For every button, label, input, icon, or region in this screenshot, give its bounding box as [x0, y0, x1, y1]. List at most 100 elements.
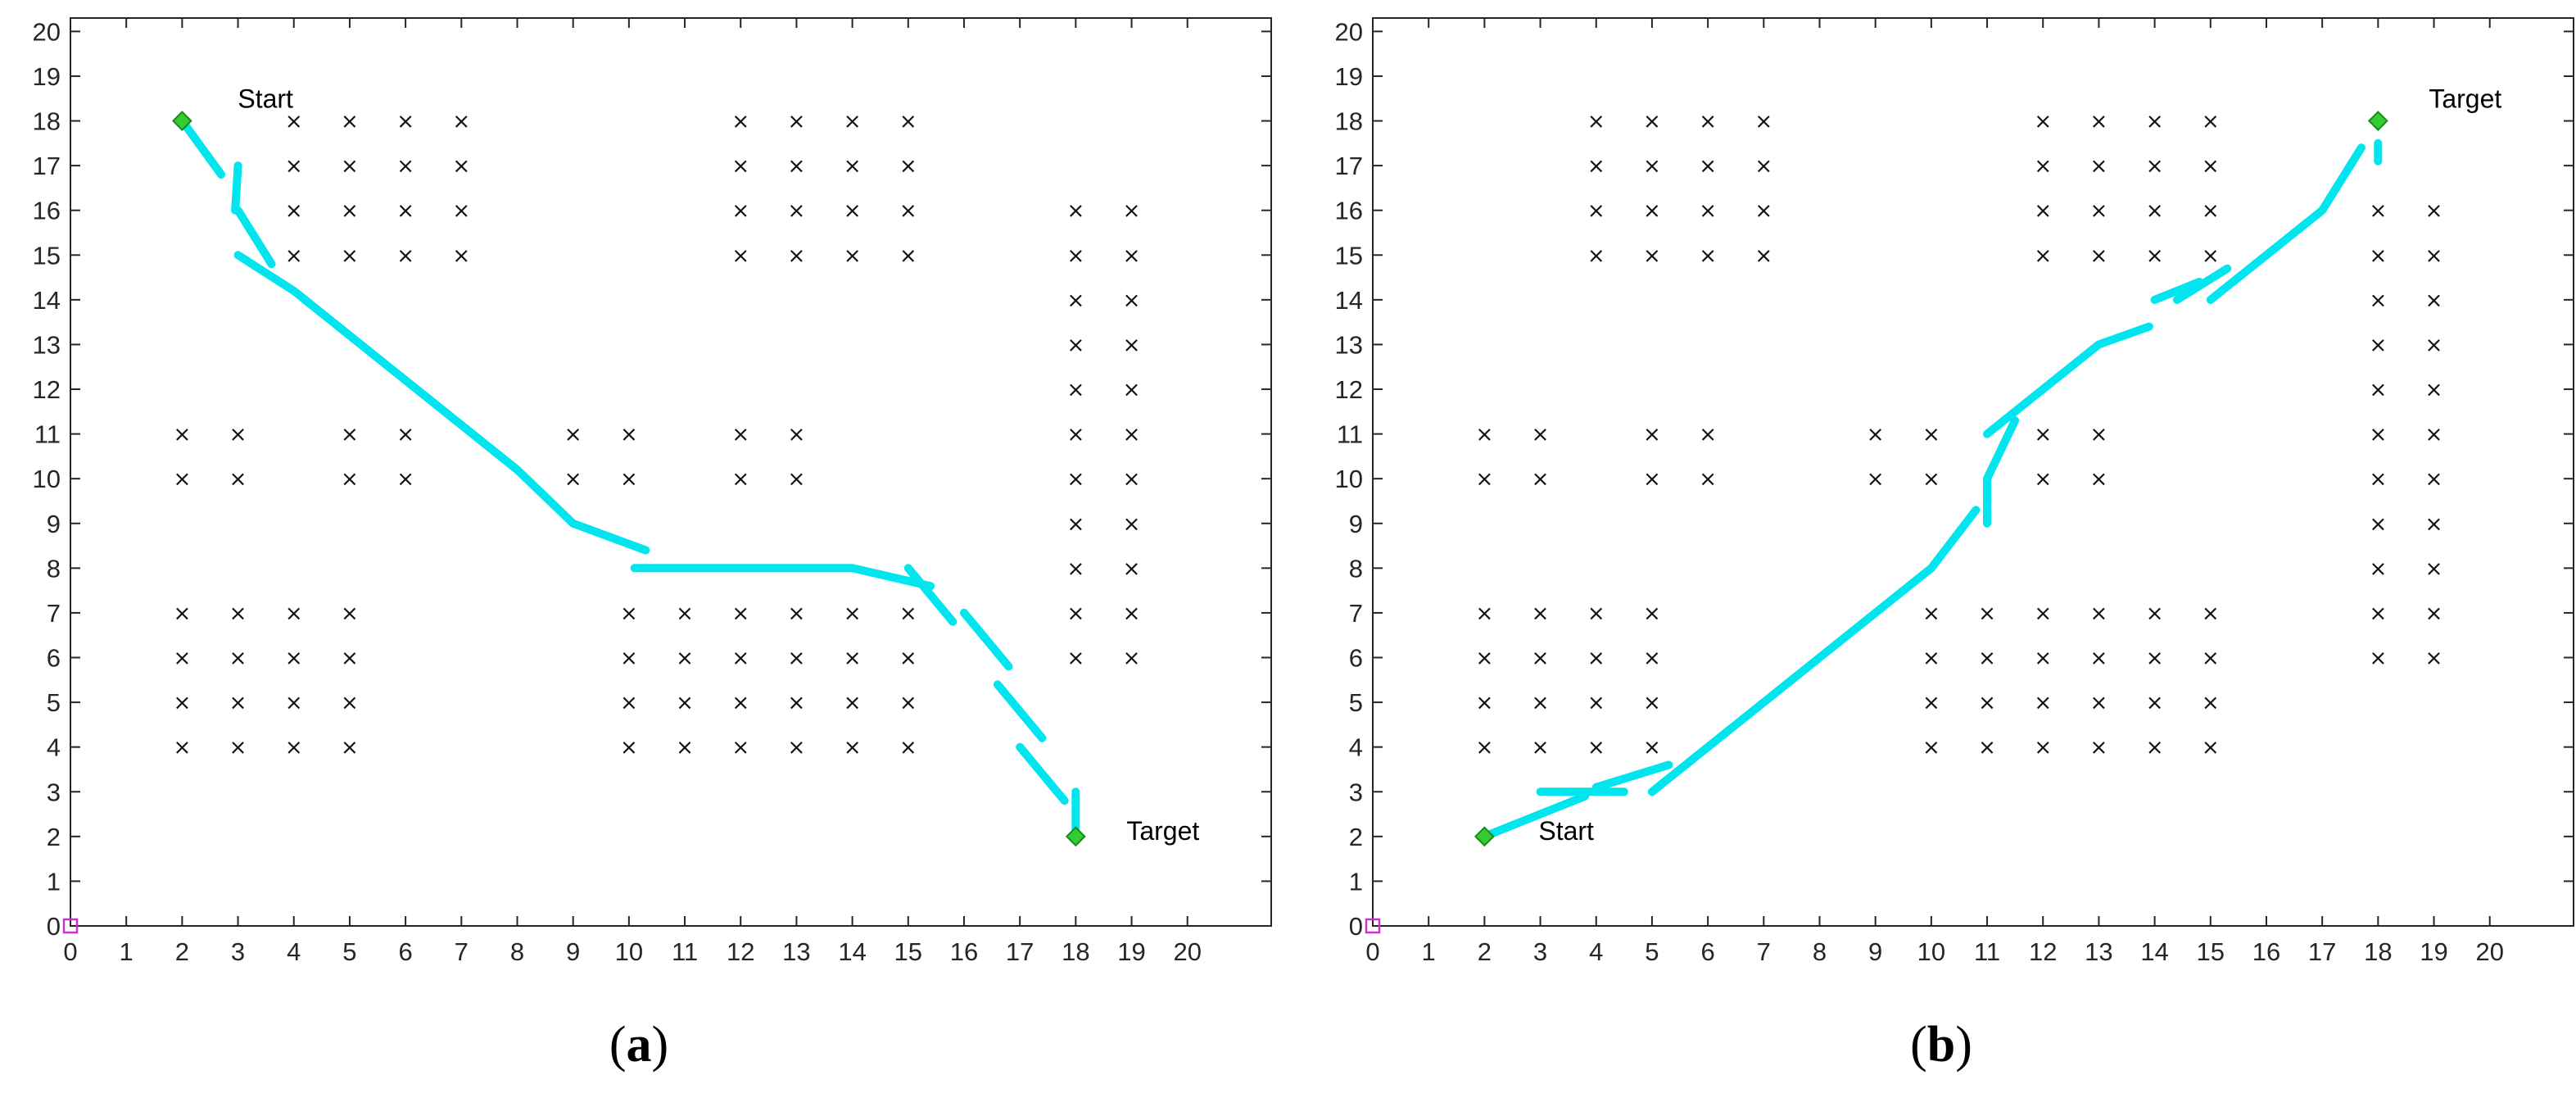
x-tick-label: 19	[2420, 937, 2447, 966]
path-segment	[630, 564, 935, 591]
obstacle-point: ×	[341, 647, 359, 671]
y-tick-label: 18	[33, 107, 61, 136]
obstacle-point: ×	[285, 601, 303, 626]
obstacle-point: ×	[676, 736, 694, 760]
obstacle-point: ×	[2034, 601, 2052, 626]
y-tick-label: 5	[1349, 688, 1363, 717]
x-tick-label: 15	[2197, 937, 2225, 966]
obstacle-point: ×	[1123, 288, 1141, 313]
x-tick-label: 4	[1589, 937, 1603, 966]
obstacle-point: ×	[731, 199, 749, 224]
chart-panel-a: 0 1 2 3 4 5 6 7 8 9 10 11 12 13 14 15 16 17 18 19 20 0 1 2 3 4 5 6 7…	[0, 0, 1278, 1098]
obstacle-point: ×	[2425, 378, 2443, 402]
obstacle-point: ×	[899, 243, 917, 268]
chart-b-plot: 0 1 2 3 4 5 6 7 8 9 10 11 12 13 14 15 16 17 18 19 2001234567…	[1335, 17, 2574, 966]
x-tick-label: 2	[175, 937, 189, 966]
obstacle-point: ×	[341, 110, 359, 134]
obstacle-point: ×	[2146, 110, 2164, 134]
obstacle-point: ×	[229, 691, 247, 715]
obstacle-point: ×	[899, 647, 917, 671]
obstacle-point: ×	[2090, 110, 2108, 134]
plot-frame	[1372, 17, 2574, 927]
obstacle-point: ×	[1754, 154, 1772, 179]
obstacle-point: ×	[2202, 601, 2220, 626]
obstacle-point: ×	[899, 691, 917, 715]
obstacle-point: ×	[452, 199, 470, 224]
obstacle-point: ×	[2146, 736, 2164, 760]
y-tick-label: 11	[1337, 420, 1363, 449]
x-tick-label: 8	[510, 937, 524, 966]
obstacle-point: ×	[1123, 199, 1141, 224]
obstacle-point: ×	[1475, 601, 1493, 626]
obstacle-point: ×	[1475, 691, 1493, 715]
obstacle-point: ×	[1123, 378, 1141, 402]
obstacle-point: ×	[2146, 691, 2164, 715]
obstacle-point: ×	[2369, 601, 2387, 626]
obstacle-point: ×	[844, 647, 862, 671]
obstacle-point: ×	[2425, 512, 2443, 537]
path-segment	[2150, 278, 2204, 304]
obstacle-point: ×	[452, 154, 470, 179]
obstacle-point: ×	[788, 243, 806, 268]
y-tick-label: 11	[34, 420, 61, 449]
obstacle-point: ×	[173, 423, 191, 447]
obstacle-point: ×	[620, 467, 638, 492]
x-tick-label: 13	[782, 937, 810, 966]
x-tick-label: 20	[2475, 937, 2503, 966]
obstacle-point: ×	[1643, 110, 1661, 134]
obstacle-point: ×	[620, 601, 638, 626]
obstacle-point: ×	[1643, 423, 1661, 447]
obstacle-point: ×	[2034, 243, 2052, 268]
obstacle-point: ×	[2425, 423, 2443, 447]
obstacle-point: ×	[2425, 556, 2443, 581]
obstacle-point: ×	[2425, 288, 2443, 313]
obstacle-point: ×	[1643, 736, 1661, 760]
path-segment	[1016, 742, 1069, 805]
start-marker	[1474, 826, 1495, 847]
obstacle-point: ×	[1475, 647, 1493, 671]
obstacle-point: ×	[1066, 288, 1084, 313]
obstacle-point: ×	[1699, 199, 1717, 224]
obstacle-point: ×	[341, 736, 359, 760]
obstacle-point: ×	[2202, 110, 2220, 134]
obstacle-point: ×	[285, 736, 303, 760]
obstacle-point: ×	[1532, 691, 1550, 715]
x-tick-label: 5	[342, 937, 356, 966]
obstacle-point: ×	[2369, 199, 2387, 224]
obstacle-point: ×	[285, 647, 303, 671]
obstacle-point: ×	[173, 647, 191, 671]
obstacle-point: ×	[620, 423, 638, 447]
obstacle-point: ×	[2090, 647, 2108, 671]
obstacle-point: ×	[2425, 467, 2443, 492]
obstacle-point: ×	[1643, 467, 1661, 492]
obstacle-point: ×	[844, 110, 862, 134]
obstacle-point: ×	[1475, 736, 1493, 760]
obstacle-point: ×	[1699, 467, 1717, 492]
path-segment	[233, 206, 276, 269]
y-tick-label: 7	[1349, 599, 1363, 628]
obstacle-point: ×	[620, 691, 638, 715]
y-tick-label: 20	[1335, 17, 1363, 46]
obstacle-point: ×	[173, 736, 191, 760]
obstacle-point: ×	[731, 601, 749, 626]
obstacle-point: ×	[1922, 691, 1940, 715]
obstacle-point: ×	[2202, 691, 2220, 715]
obstacle-point: ×	[229, 601, 247, 626]
obstacle-point: ×	[2202, 736, 2220, 760]
obstacle-point: ×	[2090, 736, 2108, 760]
obstacle-point: ×	[2146, 601, 2164, 626]
obstacle-point: ×	[1066, 467, 1084, 492]
x-tick-label: 14	[838, 937, 866, 966]
obstacle-point: ×	[2090, 601, 2108, 626]
obstacle-point: ×	[1754, 199, 1772, 224]
obstacle-point: ×	[844, 736, 862, 760]
obstacle-point: ×	[2090, 467, 2108, 492]
obstacle-point: ×	[2425, 647, 2443, 671]
obstacle-point: ×	[1123, 423, 1141, 447]
obstacle-point: ×	[899, 110, 917, 134]
obstacle-point: ×	[1699, 423, 1717, 447]
obstacle-point: ×	[2090, 691, 2108, 715]
obstacle-point: ×	[285, 199, 303, 224]
y-tick-label: 4	[1349, 733, 1363, 762]
obstacle-point: ×	[1978, 736, 1996, 760]
